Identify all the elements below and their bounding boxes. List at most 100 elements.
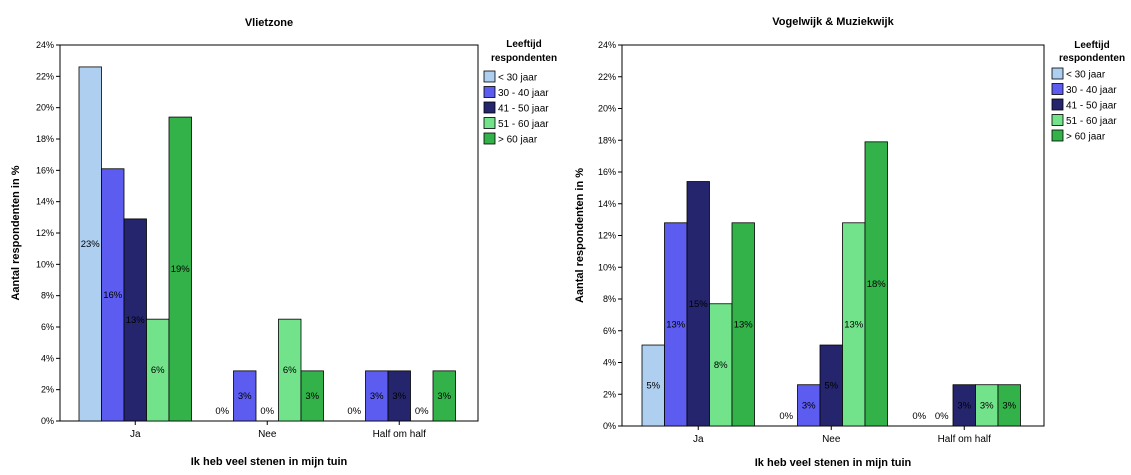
chart2-bar: [997, 384, 1021, 427]
chart1-bar: [432, 370, 456, 422]
chart1-y-axis-label: Aantal respondenten in %: [10, 165, 22, 300]
chart2-y-tick-label: 16%: [598, 167, 616, 177]
chart2-bar: [864, 141, 888, 427]
chart1-legend-swatch: [483, 86, 496, 98]
chart2-data-label: 3%: [980, 400, 994, 411]
chart2-data-label: 13%: [844, 319, 864, 330]
chart1-bar: [278, 318, 302, 422]
chart2-x-tick-label: Half om half: [938, 434, 992, 445]
chart2-legend-label: 41 - 50 jaar: [1066, 101, 1117, 112]
chart1-legend-swatch: [483, 101, 496, 114]
chart2-x-tick-label: Nee: [822, 434, 841, 445]
chart1-legend-label: > 60 jaar: [498, 135, 538, 146]
chart2-x-tick-label: Ja: [693, 434, 704, 445]
chart2-data-label: 5%: [824, 381, 838, 392]
chart2-data-label: 8%: [714, 360, 728, 371]
chart1-data-label: 19%: [171, 264, 191, 275]
chart1-data-label: 6%: [283, 365, 297, 376]
chart1-data-label: 3%: [392, 391, 406, 402]
chart1-legend-swatch: [483, 117, 496, 129]
chart2-data-label: 13%: [666, 319, 686, 330]
chart2-legend-swatch: [1051, 114, 1064, 126]
chart2-y-tick-label: 14%: [598, 199, 616, 209]
chart2-legend-label: < 30 jaar: [1066, 70, 1106, 81]
chart1-x-tick-label: Nee: [258, 429, 277, 440]
chart2-legend-title: respondenten: [1059, 53, 1125, 64]
chart1-data-label: 3%: [370, 391, 384, 402]
chart2-legend-label: 51 - 60 jaar: [1066, 116, 1117, 127]
chart2-data-label: 3%: [1002, 400, 1016, 411]
chart2-bar: [731, 222, 755, 427]
chart2-y-tick-label: 6%: [603, 326, 616, 336]
chart1-y-tick-label: 18%: [36, 134, 54, 144]
chart1-y-tick-label: 14%: [36, 197, 54, 207]
chart1-data-label: 23%: [81, 239, 101, 250]
chart2-legend-swatch: [1051, 129, 1064, 142]
chart2-data-label: 5%: [646, 381, 660, 392]
chart2-data-label: 15%: [689, 299, 709, 310]
chart1-y-tick-label: 12%: [36, 228, 54, 238]
chart1-title: Vlietzone: [245, 17, 293, 29]
chart2-data-label: 3%: [802, 400, 816, 411]
chart1-y-tick-label: 10%: [36, 259, 54, 269]
chart1-data-label: 3%: [437, 391, 451, 402]
chart1-x-tick-label: Half om half: [373, 429, 427, 440]
chart2-legend-swatch: [1051, 83, 1064, 95]
chart2-y-tick-label: 0%: [603, 421, 616, 431]
chart1-legend-label: < 30 jaar: [498, 73, 538, 84]
chart1-x-tick-label: Ja: [130, 429, 141, 440]
chart1-data-label: 0%: [347, 406, 361, 417]
chart2-data-label: 0%: [779, 411, 793, 422]
chart2-y-tick-label: 12%: [598, 231, 616, 241]
chart1-y-tick-label: 20%: [36, 103, 54, 113]
chart2-legend-swatch: [1051, 67, 1064, 80]
chart2-y-tick-label: 4%: [603, 358, 616, 368]
chart2-legend-swatch: [1051, 98, 1064, 111]
chart1-y-tick-label: 16%: [36, 165, 54, 175]
chart2-x-axis-label: Ik heb veel stenen in mijn tuin: [755, 457, 912, 469]
chart1-data-label: 3%: [238, 391, 252, 402]
chart1-legend-label: 30 - 40 jaar: [498, 88, 549, 99]
chart2-y-tick-label: 20%: [598, 104, 616, 114]
chart1-data-label: 0%: [215, 406, 229, 417]
chart2-y-tick-label: 8%: [603, 294, 616, 304]
chart2-legend-label: 30 - 40 jaar: [1066, 85, 1117, 96]
chart2-data-label: 18%: [867, 279, 887, 290]
chart2-y-tick-label: 22%: [598, 72, 616, 82]
chart1-bar: [300, 370, 324, 422]
chart2-title: Vogelwijk & Muziekwijk: [772, 16, 894, 28]
chart1-legend-swatch: [483, 132, 496, 145]
chart1-y-tick-label: 22%: [36, 71, 54, 81]
chart2-legend-title: Leeftijd: [1074, 40, 1110, 51]
chart1-data-label: 0%: [260, 406, 274, 417]
chart1-legend-title: Leeftijd: [506, 39, 542, 50]
chart1-y-tick-label: 6%: [41, 322, 54, 332]
chart1-x-axis-label: Ik heb veel stenen in mijn tuin: [191, 456, 348, 468]
chart2-y-axis-label: Aantal respondenten in %: [574, 168, 586, 303]
chart1-data-label: 0%: [415, 406, 429, 417]
chart2-data-label: 13%: [734, 319, 754, 330]
chart1-legend-label: 51 - 60 jaar: [498, 119, 549, 130]
chart1-y-tick-label: 8%: [41, 291, 54, 301]
chart1-data-label: 16%: [103, 290, 123, 301]
chart1-legend-label: 41 - 50 jaar: [498, 104, 549, 115]
chart1-legend-swatch: [483, 70, 496, 83]
chart1-data-label: 13%: [126, 315, 146, 326]
chart2-data-label: 3%: [957, 400, 971, 411]
chart2-data-label: 0%: [935, 411, 949, 422]
chart2-y-tick-label: 24%: [598, 40, 616, 50]
chart1-bar: [168, 116, 192, 422]
chart1-y-tick-label: 4%: [41, 353, 54, 363]
chart1-bar: [233, 370, 257, 422]
chart2-data-label: 0%: [912, 411, 926, 422]
chart2-y-tick-label: 18%: [598, 135, 616, 145]
chart1-data-label: 3%: [305, 391, 319, 402]
chart1-y-tick-label: 2%: [41, 385, 54, 395]
chart1-y-tick-label: 0%: [41, 416, 54, 426]
chart1-data-label: 6%: [151, 365, 165, 376]
chart1-y-tick-label: 24%: [36, 40, 54, 50]
chart2-y-tick-label: 2%: [603, 389, 616, 399]
chart2-y-tick-label: 10%: [598, 262, 616, 272]
